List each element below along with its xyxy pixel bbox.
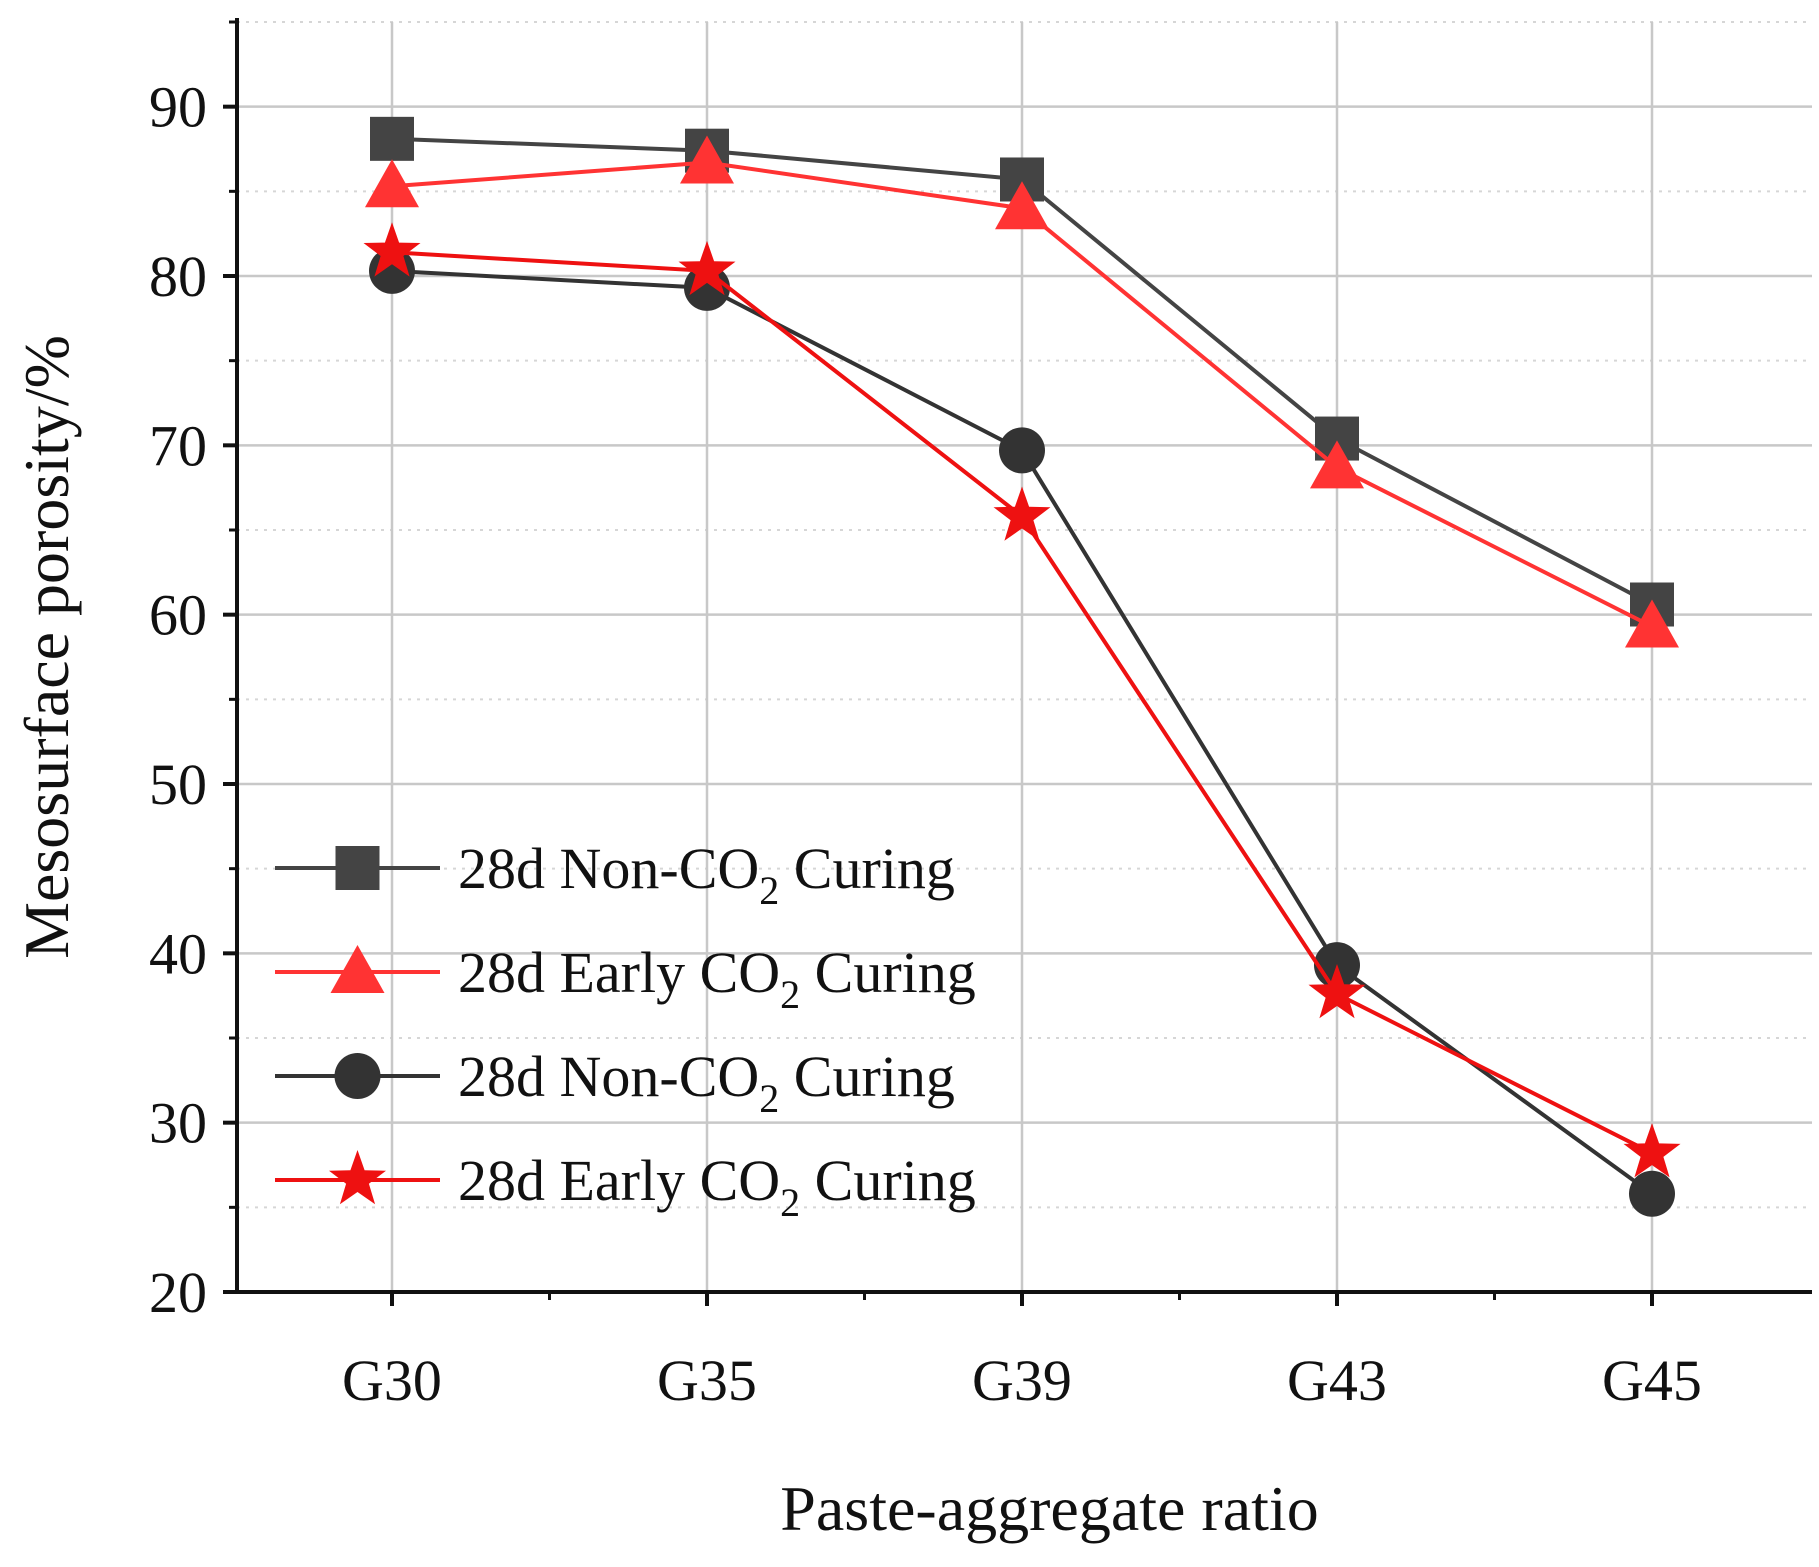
series-layer xyxy=(363,116,1681,1217)
legend-label: 28d Non-CO2 Curing xyxy=(458,1044,955,1121)
y-tick-label: 30 xyxy=(149,1091,207,1156)
legend-item-circle: 28d Non-CO2 Curing xyxy=(275,1044,955,1121)
series-star xyxy=(363,222,1681,1178)
series-circle xyxy=(369,247,1675,1217)
y-tick-label: 60 xyxy=(149,583,207,648)
data-point-triangle xyxy=(1310,440,1364,489)
grid xyxy=(237,21,1812,1292)
y-tick-label: 40 xyxy=(149,921,207,986)
data-point-triangle xyxy=(365,159,419,208)
data-point-star xyxy=(1623,1123,1681,1178)
legend-marker-circle xyxy=(334,1053,381,1099)
legend-marker-star xyxy=(329,1150,386,1205)
y-tick-label: 50 xyxy=(149,752,207,817)
axes: 20 30 40 50 60 70 80 90 G30 G35 G39 G43 G45 xyxy=(149,18,1812,1413)
data-point-triangle xyxy=(995,181,1049,230)
legend-marker-square xyxy=(335,846,380,890)
data-point-star xyxy=(678,240,736,296)
data-point-circle xyxy=(999,427,1045,474)
legend-label: 28d Early CO2 Curing xyxy=(458,940,976,1017)
legend-item-triangle: 28d Early CO2 Curing xyxy=(275,940,976,1017)
legend-label: 28d Non-CO2 Curing xyxy=(458,836,955,913)
data-point-square xyxy=(370,116,414,161)
legend: 28d Non-CO2 Curing 28d Early CO2 Curing 28… xyxy=(275,836,976,1225)
series-triangle xyxy=(365,135,1679,648)
x-tick-label: G35 xyxy=(657,1348,757,1413)
y-tick-label: 90 xyxy=(149,75,207,140)
x-tick-label: G43 xyxy=(1287,1348,1387,1413)
data-point-triangle xyxy=(1625,599,1679,648)
y-axis-title: Mesosurface porosity/% xyxy=(11,335,82,959)
x-tick-label: G30 xyxy=(342,1348,442,1413)
legend-label: 28d Early CO2 Curing xyxy=(458,1148,976,1225)
x-tick-label: G39 xyxy=(972,1348,1072,1413)
data-point-star xyxy=(1308,964,1366,1019)
y-tick-label: 80 xyxy=(149,244,207,309)
data-point-star xyxy=(363,222,421,277)
legend-marker-triangle xyxy=(330,945,385,993)
data-point-circle xyxy=(1629,1170,1675,1217)
legend-item-star: 28d Early CO2 Curing xyxy=(275,1148,976,1225)
y-tick-label: 20 xyxy=(149,1260,207,1325)
data-point-triangle xyxy=(680,135,734,184)
y-tick-label: 70 xyxy=(149,413,207,478)
x-tick-label: G45 xyxy=(1602,1348,1702,1413)
data-point-star xyxy=(993,486,1051,541)
x-axis-title: Paste-aggregate ratio xyxy=(780,1473,1318,1544)
legend-item-square: 28d Non-CO2 Curing xyxy=(275,836,955,913)
